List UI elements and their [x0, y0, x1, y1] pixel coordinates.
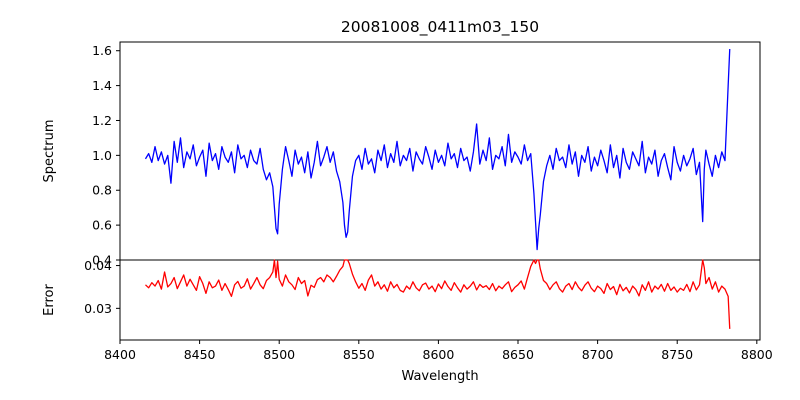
error-ytick-label: 0.03	[84, 301, 112, 316]
error-y-ticks: 0.03 0.04	[84, 258, 120, 316]
spectrum-series-line	[144, 48, 731, 251]
error-ylabel: Error	[42, 284, 57, 316]
spectrum-plot-area	[144, 48, 731, 251]
xtick-label: 8800	[741, 347, 773, 362]
error-plot-area	[145, 259, 731, 329]
spectrum-y-ticks: 0.4 0.6 0.8 1.0 1.2 1.4 1.6	[92, 43, 120, 268]
spectrum-ytick-label: 1.4	[92, 78, 112, 93]
spectrum-ytick-label: 0.4	[92, 253, 112, 268]
spectrum-ytick-label: 1.2	[92, 113, 112, 128]
error-ytick-label: 0.04	[84, 258, 112, 273]
spectrum-ytick-label: 1.0	[92, 148, 112, 163]
xtick-label: 8500	[263, 347, 295, 362]
xtick-label: 8400	[104, 347, 136, 362]
xtick-label: 8650	[502, 347, 534, 362]
xtick-label: 8750	[661, 347, 693, 362]
xtick-label: 8550	[343, 347, 375, 362]
x-axis-ticks: 8400 8450 8500 8550 8600 8650 8700 8750 8800	[104, 340, 773, 362]
xtick-label: 8600	[423, 347, 455, 362]
xtick-label: 8450	[184, 347, 216, 362]
spectrum-ytick-label: 0.6	[92, 218, 112, 233]
x-axis-label: Wavelength	[401, 369, 478, 384]
spectrum-ytick-label: 1.6	[92, 43, 112, 58]
spectrum-panel: 0.4 0.6 0.8 1.0 1.2 1.4 1.6 Spectrum	[42, 41, 761, 268]
error-axes-frame	[119, 259, 761, 341]
error-panel: 0.03 0.04 Error	[42, 258, 761, 341]
spectrum-ytick-label: 0.8	[92, 183, 112, 198]
xtick-label: 8700	[582, 347, 614, 362]
chart-title: 20081008_0411m03_150	[341, 18, 539, 37]
error-series-line	[145, 259, 731, 329]
spectrum-axes-frame	[119, 41, 761, 261]
spectrum-ylabel: Spectrum	[42, 120, 57, 183]
